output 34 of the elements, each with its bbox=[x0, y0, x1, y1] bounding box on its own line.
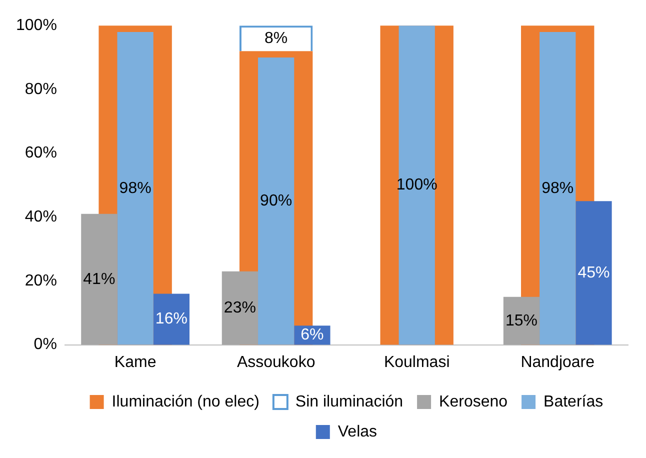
legend-label: Keroseno bbox=[439, 393, 508, 410]
x-tick-label: Assoukoko bbox=[236, 354, 316, 371]
legend-label: Velas bbox=[338, 423, 378, 440]
bar bbox=[398, 26, 435, 345]
data-label: 41% bbox=[83, 270, 116, 288]
bar bbox=[258, 58, 294, 345]
bar bbox=[81, 214, 118, 345]
data-label: 16% bbox=[155, 310, 188, 328]
x-tick-label: Kame bbox=[114, 354, 156, 371]
data-label: 15% bbox=[505, 312, 538, 330]
bar bbox=[117, 32, 154, 345]
legend-label: Baterías bbox=[544, 393, 604, 410]
data-label: 45% bbox=[578, 264, 610, 282]
data-label: 23% bbox=[224, 300, 256, 316]
bar bbox=[576, 201, 612, 345]
y-tick-label: 80% bbox=[24, 80, 57, 98]
data-label: 90% bbox=[260, 192, 292, 210]
y-tick-label: 20% bbox=[24, 272, 57, 290]
bar bbox=[222, 271, 258, 345]
legend-label: Sin iluminación bbox=[295, 393, 404, 410]
y-tick-label: 60% bbox=[24, 144, 57, 162]
data-label: 6% bbox=[300, 326, 324, 344]
x-tick-label: Koulmasi bbox=[384, 354, 450, 371]
x-tick-label: Nandjoare bbox=[520, 354, 595, 371]
y-tick-label: 0% bbox=[34, 336, 57, 354]
bar bbox=[540, 32, 576, 345]
legend-label: Iluminación (no elec) bbox=[112, 393, 260, 410]
y-tick-label: 100% bbox=[16, 17, 57, 34]
y-tick-label: 40% bbox=[24, 208, 57, 226]
data-label: 8% bbox=[264, 30, 288, 47]
data-label: 98% bbox=[542, 180, 574, 197]
data-label: 98% bbox=[119, 180, 152, 197]
bar bbox=[153, 294, 190, 345]
bar bbox=[503, 296, 540, 345]
